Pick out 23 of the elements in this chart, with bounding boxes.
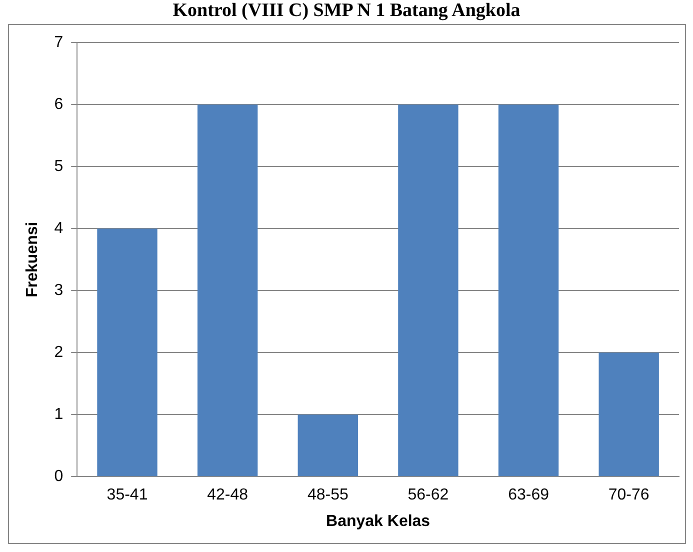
y-tick-label: 6 xyxy=(54,96,64,114)
bar xyxy=(97,228,158,476)
chart-title: Kontrol (VIII C) SMP N 1 Batang Angkola xyxy=(172,0,522,22)
x-tick-label: 42-48 xyxy=(207,486,248,504)
bar xyxy=(598,352,659,476)
y-axis-title: Frekuensi xyxy=(24,222,42,298)
x-axis-title: Banyak Kelas xyxy=(326,512,430,530)
y-tick-label: 0 xyxy=(54,468,64,486)
x-tick-label: 70-76 xyxy=(608,486,650,504)
y-tick-label: 4 xyxy=(54,220,64,238)
y-tick-label: 3 xyxy=(54,282,64,300)
x-tick-label: 56-62 xyxy=(408,486,449,504)
bar xyxy=(398,104,458,476)
y-tick-label: 1 xyxy=(54,406,64,424)
bar xyxy=(498,104,559,476)
y-tick-label: 7 xyxy=(54,34,64,52)
y-tick-label: 5 xyxy=(54,158,64,176)
x-tick-label: 63-69 xyxy=(508,486,550,504)
y-tick-label: 2 xyxy=(54,344,64,362)
bar xyxy=(298,414,358,476)
x-tick-label: 48-55 xyxy=(307,486,348,504)
x-tick-label: 35-41 xyxy=(106,486,148,504)
bar xyxy=(197,104,258,476)
